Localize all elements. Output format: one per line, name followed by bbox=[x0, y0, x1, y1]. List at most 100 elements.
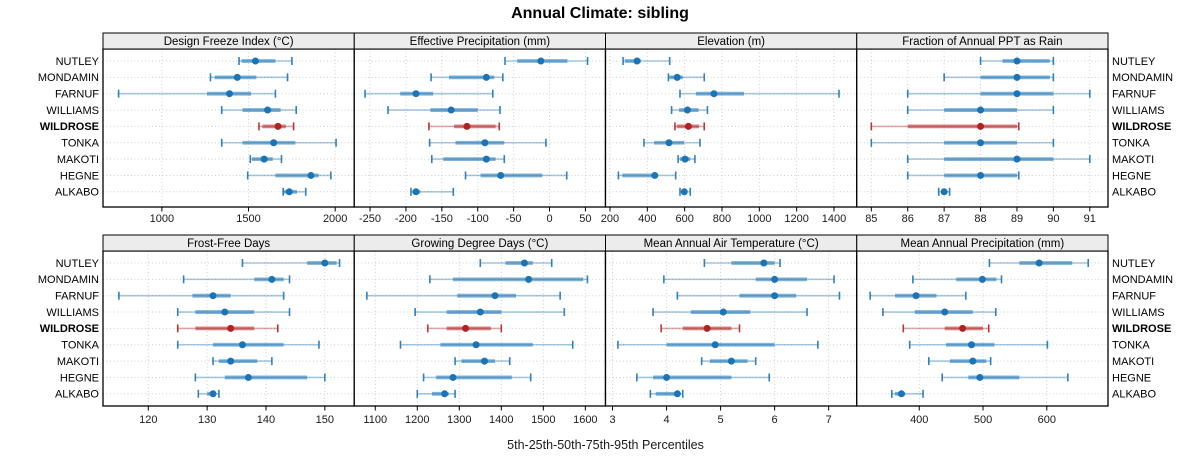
median-dot bbox=[663, 373, 671, 381]
x-tick-label: 2000 bbox=[323, 213, 347, 225]
median-dot bbox=[760, 259, 768, 267]
median-dot bbox=[264, 106, 272, 114]
interval-row-tonka bbox=[908, 340, 1049, 349]
site-label-right-nutley: NUTLEY bbox=[1112, 258, 1156, 270]
x-tick-label: 400 bbox=[638, 213, 656, 225]
median-dot bbox=[977, 171, 985, 179]
median-dot bbox=[673, 73, 681, 81]
median-dot bbox=[463, 122, 471, 130]
panel-design-freeze-index-c: Design Freeze Index (°C) 1000 1500 2000 bbox=[102, 32, 355, 225]
x-tick-label: 90 bbox=[1047, 213, 1059, 225]
median-dot bbox=[209, 390, 217, 398]
interval-row-nutley bbox=[504, 57, 589, 65]
x-tick-label: 120 bbox=[139, 414, 157, 426]
median-dot bbox=[651, 171, 659, 179]
site-label-left-hegne: HEGNE bbox=[60, 372, 99, 384]
interval-row-wildrose bbox=[258, 122, 295, 131]
interval-row-alkabo bbox=[410, 187, 455, 196]
interval-row-hegne bbox=[246, 171, 332, 180]
interval-row-makoti bbox=[212, 357, 273, 366]
median-dot bbox=[941, 308, 949, 316]
median-dot bbox=[711, 341, 719, 349]
strip-header bbox=[856, 32, 1109, 50]
interval-row-hegne bbox=[464, 171, 568, 180]
median-dot bbox=[274, 122, 282, 130]
interval-row-nutley bbox=[622, 57, 671, 65]
median-dot bbox=[268, 275, 276, 283]
interval-row-alkabo bbox=[891, 389, 924, 398]
median-dot bbox=[680, 188, 688, 196]
interval-row-wildrose bbox=[428, 122, 501, 131]
median-dot bbox=[977, 122, 985, 130]
interval-row-tonka bbox=[176, 340, 320, 349]
median-dot bbox=[665, 139, 673, 147]
median-dot bbox=[497, 171, 505, 179]
site-label-left-nutley: NUTLEY bbox=[56, 258, 100, 270]
panel-background bbox=[103, 49, 355, 207]
x-tick-label: 89 bbox=[1011, 213, 1023, 225]
site-label-right-tonka: TONKA bbox=[1112, 340, 1150, 352]
median-dot bbox=[285, 188, 293, 196]
x-tick-label: 600 bbox=[675, 213, 693, 225]
median-dot bbox=[251, 57, 259, 65]
interval-row-makoti bbox=[249, 155, 283, 164]
median-dot bbox=[959, 324, 967, 332]
interval-row-tonka bbox=[643, 138, 701, 147]
site-label-left-mondamin: MONDAMIN bbox=[38, 72, 99, 84]
interval-row-farnuf bbox=[679, 89, 840, 98]
interval-row-hegne bbox=[906, 171, 1020, 180]
interval-row-farnuf bbox=[676, 291, 841, 300]
site-label-left-alkabo: ALKABO bbox=[55, 187, 99, 199]
median-dot bbox=[462, 324, 470, 332]
interval-row-nutley bbox=[238, 57, 293, 65]
site-label-right-hegne: HEGNE bbox=[1112, 170, 1151, 182]
median-dot bbox=[977, 106, 985, 114]
interval-row-wildrose bbox=[660, 324, 741, 333]
x-tick-label: 140 bbox=[257, 414, 275, 426]
interval-row-williams bbox=[906, 106, 1055, 115]
interval-row-farnuf bbox=[364, 89, 494, 98]
site-label-left-wildrose: WILDROSE bbox=[40, 323, 99, 335]
median-dot bbox=[441, 390, 449, 398]
median-dot bbox=[221, 308, 229, 316]
interval-row-mondamin bbox=[667, 73, 706, 82]
median-dot bbox=[771, 275, 779, 283]
site-label-left-williams: WILLIAMS bbox=[46, 307, 99, 319]
x-tick-label: -100 bbox=[467, 213, 489, 225]
site-labels-row-1: NUTLEY NUTLEY MONDAMIN MONDAMIN FARNUF FARNUF… bbox=[38, 56, 1173, 199]
strip-title: Mean Annual Precipitation (mm) bbox=[901, 238, 1065, 250]
percentile-caption: 5th-25th-50th-75th-95th Percentiles bbox=[507, 438, 704, 452]
interval-row-hegne bbox=[194, 373, 326, 382]
x-tick-label: 1300 bbox=[447, 414, 471, 426]
site-label-left-farnuf: FARNUF bbox=[55, 89, 99, 101]
median-dot bbox=[940, 188, 948, 196]
median-dot bbox=[976, 373, 984, 381]
interval-row-wildrose bbox=[176, 324, 279, 333]
site-label-right-nutley: NUTLEY bbox=[1112, 56, 1156, 68]
interval-row-mondamin bbox=[912, 275, 1003, 284]
site-label-right-farnuf: FARNUF bbox=[1112, 89, 1156, 101]
x-tick-label: 1500 bbox=[531, 414, 555, 426]
figure-title: Annual Climate: sibling bbox=[511, 5, 689, 22]
interval-row-williams bbox=[176, 308, 291, 317]
panel-frost-free-days: Frost-Free Days 120 130 140 150 bbox=[102, 234, 355, 426]
interval-row-williams bbox=[414, 308, 566, 317]
median-dot bbox=[1013, 73, 1021, 81]
x-tick-label: -50 bbox=[506, 213, 522, 225]
interval-row-mondamin bbox=[943, 73, 1055, 82]
median-dot bbox=[684, 122, 692, 130]
median-dot bbox=[482, 155, 490, 163]
interval-row-makoti bbox=[906, 155, 1091, 164]
x-tick-label: 800 bbox=[713, 213, 731, 225]
interval-row-hegne bbox=[941, 373, 1069, 382]
interval-row-tonka bbox=[428, 138, 547, 147]
site-label-left-makoti: MAKOTI bbox=[57, 154, 99, 166]
median-dot bbox=[472, 341, 480, 349]
x-tick-label: 1200 bbox=[784, 213, 808, 225]
median-dot bbox=[412, 188, 420, 196]
median-dot bbox=[209, 292, 217, 300]
x-tick-label: 1500 bbox=[236, 213, 260, 225]
median-dot bbox=[227, 357, 235, 365]
interval-row-nutley bbox=[988, 259, 1090, 267]
